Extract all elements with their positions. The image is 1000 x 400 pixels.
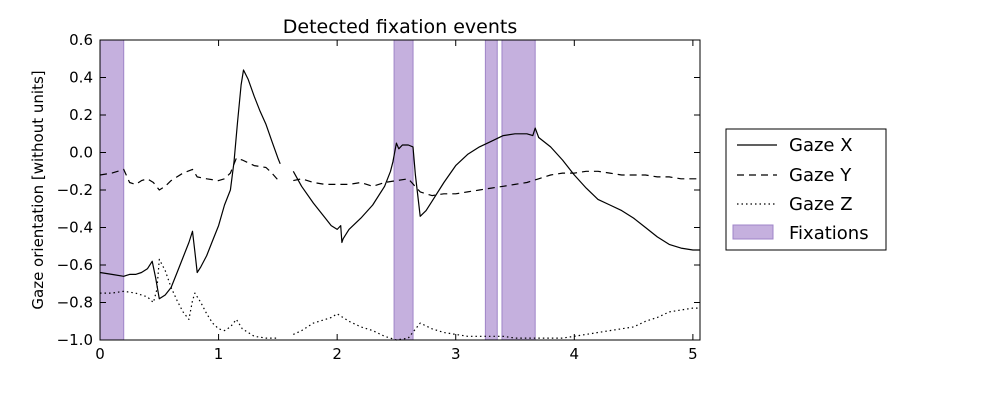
y-tick-label: 0.0 bbox=[69, 144, 93, 162]
series-line-gaze-z bbox=[100, 258, 278, 339]
x-tick-label: 2 bbox=[332, 345, 342, 363]
y-tick-label: −0.6 bbox=[57, 256, 93, 274]
legend-swatch-fixations bbox=[732, 224, 774, 240]
x-tick-label: 5 bbox=[688, 345, 698, 363]
legend-label-fixations: Fixations bbox=[789, 223, 869, 244]
series-line-gaze-x bbox=[292, 127, 700, 251]
chart-title: Detected fixation events bbox=[283, 16, 517, 38]
x-tick-label: 1 bbox=[214, 345, 224, 363]
y-axis-label: Gaze orientation [without units] bbox=[29, 70, 47, 309]
series-line-gaze-y bbox=[293, 170, 700, 197]
fixation-span bbox=[484, 39, 498, 341]
y-tick-label: 0.4 bbox=[69, 69, 93, 87]
x-tick-label: 3 bbox=[451, 345, 461, 363]
gaze-series bbox=[99, 69, 700, 341]
series-line-gaze-y bbox=[99, 157, 281, 191]
y-tick-label: 0.6 bbox=[69, 31, 93, 49]
fixation-span bbox=[393, 39, 414, 341]
series-line-gaze-x bbox=[99, 69, 281, 300]
axis-ticks: 0 1 2 3 4 5 0.6 0.4 0.2 0.0 −0.2 −0.4 −0.6 −0.8 −1.0 bbox=[57, 31, 700, 363]
series-line-gaze-z bbox=[293, 307, 700, 341]
y-tick-label: −1.0 bbox=[57, 331, 93, 349]
y-tick-label: −0.4 bbox=[57, 219, 93, 237]
y-tick-label: 0.2 bbox=[69, 106, 93, 124]
y-tick-label: −0.2 bbox=[57, 181, 93, 199]
legend: Gaze X Gaze Y Gaze Z Fixations bbox=[725, 128, 887, 251]
y-tick-label: −0.8 bbox=[57, 294, 93, 312]
legend-label-gaze-x: Gaze X bbox=[789, 135, 853, 156]
x-tick-label: 4 bbox=[570, 345, 580, 363]
x-tick-label: 0 bbox=[95, 345, 105, 363]
fixation-span bbox=[501, 39, 536, 341]
legend-label-gaze-y: Gaze Y bbox=[789, 165, 852, 186]
legend-label-gaze-z: Gaze Z bbox=[789, 194, 853, 215]
